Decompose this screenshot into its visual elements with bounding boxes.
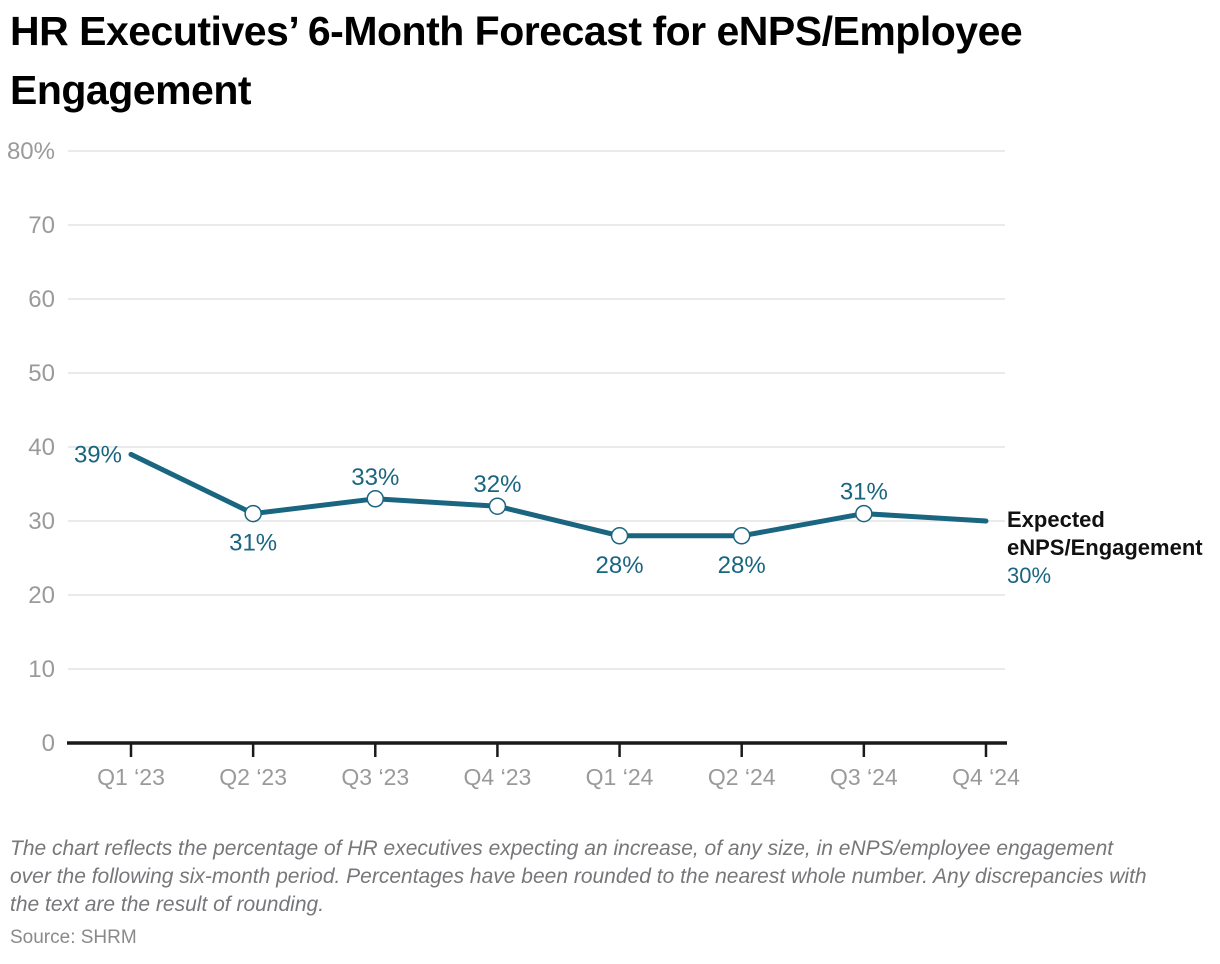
data-point-label: 28% (718, 552, 766, 579)
y-axis-tick-label: 50 (28, 360, 55, 387)
data-point-marker (244, 504, 262, 523)
data-point-marker (855, 504, 873, 523)
x-axis-tick-label: Q2 ‘23 (219, 764, 287, 790)
y-axis-tick-label: 60 (28, 286, 55, 313)
y-axis-tick-label: 70 (28, 212, 55, 239)
x-axis-tick-label: Q3 ‘24 (830, 764, 898, 790)
data-point-label: 28% (596, 552, 644, 579)
series-label-line1: Expected (1007, 507, 1105, 532)
x-axis-tick-label: Q3 ‘23 (341, 764, 409, 790)
data-point-label: 32% (473, 471, 521, 498)
data-point-marker (732, 527, 751, 545)
data-point-marker (366, 490, 385, 508)
source-line: Source: SHRM (10, 927, 137, 948)
data-point-marker (488, 497, 507, 515)
data-point-label: 33% (351, 464, 399, 491)
y-axis-tick-label: 20 (28, 582, 55, 609)
data-point-label: 31% (229, 530, 277, 557)
x-axis-tick-label: Q4 ‘24 (952, 764, 1020, 790)
data-point-label: 39% (74, 441, 122, 468)
trend-line (128, 451, 989, 539)
data-point-label: 31% (840, 479, 888, 506)
chart-footnote: The chart reflects the percentage of HR … (10, 837, 1147, 916)
chart-title: HR Executives’ 6-Month Forecast for eNPS… (10, 8, 1023, 113)
x-axis-tick-label: Q1 ‘23 (97, 764, 165, 790)
data-point-marker (610, 527, 629, 545)
x-axis-tick-label: Q1 ‘24 (586, 764, 654, 790)
series-label-line2: eNPS/Engagement (1007, 535, 1203, 560)
x-axis-tick-label: Q4 ‘23 (464, 764, 532, 790)
y-axis-tick-label: 0 (42, 730, 55, 757)
series-end-value: 30% (1007, 563, 1052, 588)
series-end-annotation: Expected eNPS/Engagement 30% (1007, 506, 1203, 590)
y-axis-tick-label: 40 (28, 434, 55, 461)
y-axis-tick-label: 10 (28, 656, 55, 683)
x-axis-tick-label: Q2 ‘24 (708, 764, 776, 790)
y-axis-tick-label: 80% (7, 138, 55, 165)
line-chart: 80% 70 60 50 40 30 20 10 0 Q1 ‘23 Q2 ‘23 Q3 ‘23 Q4 ‘… (7, 138, 1020, 790)
y-axis-tick-label: 30 (28, 508, 55, 535)
